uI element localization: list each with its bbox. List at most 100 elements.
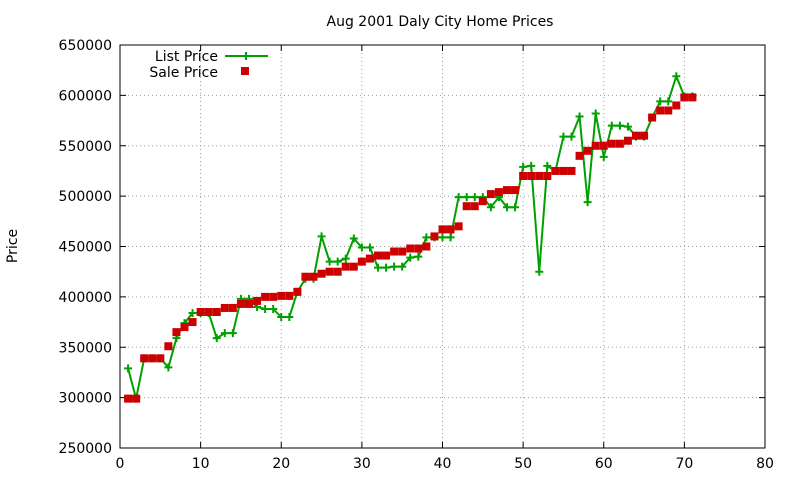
x-tick-label: 80 xyxy=(756,456,774,472)
sale-price-point xyxy=(398,247,407,256)
y-tick-label: 650000 xyxy=(59,38,112,54)
sale-price-point xyxy=(543,171,552,180)
sale-price-point xyxy=(245,299,253,308)
sale-price-point xyxy=(293,287,302,296)
sale-price-point xyxy=(615,139,624,148)
sale-price-point xyxy=(470,202,479,211)
sale-price-point xyxy=(486,190,495,199)
legend-label-sale-price: Sale Price xyxy=(149,65,218,81)
sale-price-point xyxy=(438,225,447,234)
sale-price-point xyxy=(623,136,632,145)
sale-price-point xyxy=(664,106,673,115)
list-price-point xyxy=(406,253,415,262)
list-price-point xyxy=(261,304,270,313)
list-price-point xyxy=(535,267,544,276)
sale-price-point xyxy=(253,296,262,305)
legend-label-list-price: List Price xyxy=(155,49,218,65)
sale-price-point xyxy=(672,101,681,110)
sale-price-point xyxy=(559,166,568,175)
sale-price-point xyxy=(640,131,649,140)
y-tick-label: 300000 xyxy=(59,391,112,407)
sale-price-point xyxy=(406,244,415,253)
list-price-point xyxy=(672,72,681,81)
sale-price-point xyxy=(551,166,560,175)
list-price-point xyxy=(374,263,382,272)
list-price-point xyxy=(470,193,479,202)
sale-price-point xyxy=(172,328,181,337)
list-price-point xyxy=(575,112,584,121)
list-price-point xyxy=(438,233,447,242)
legend-marker-list-price xyxy=(242,52,250,60)
list-price-point xyxy=(285,313,294,322)
x-tick-label: 40 xyxy=(434,456,452,472)
list-price-point xyxy=(341,254,350,263)
list-price-point xyxy=(511,203,520,212)
list-price-point xyxy=(414,252,423,261)
sale-price-point xyxy=(478,197,487,206)
y-tick-label: 500000 xyxy=(59,189,112,205)
list-price-point xyxy=(357,243,366,252)
sale-price-point xyxy=(519,171,528,180)
sale-price-point xyxy=(422,242,431,251)
list-price-point xyxy=(228,329,237,338)
list-price-point xyxy=(527,161,536,170)
list-price-point xyxy=(422,233,431,242)
sale-price-point xyxy=(575,151,584,160)
sale-price-point xyxy=(180,323,189,332)
sale-price-point xyxy=(277,291,286,300)
list-price-point xyxy=(591,109,600,118)
sale-price-point xyxy=(164,342,173,351)
series-layer xyxy=(124,72,697,403)
sale-price-point xyxy=(212,307,221,316)
sale-price-point xyxy=(236,299,245,308)
sale-price-point xyxy=(140,354,149,363)
sale-price-point xyxy=(349,262,358,271)
list-price-point xyxy=(519,162,528,171)
sale-price-point xyxy=(462,202,471,211)
sale-price-point xyxy=(390,247,399,256)
list-price-line xyxy=(127,73,693,399)
list-price-point xyxy=(615,121,624,130)
list-price-point xyxy=(656,97,665,106)
sale-price-point xyxy=(632,131,640,140)
sale-price-point xyxy=(591,141,600,150)
legend: List Price Sale Price xyxy=(149,49,268,81)
sale-price-point xyxy=(599,141,608,150)
sale-price-point xyxy=(228,303,237,312)
sale-price-point xyxy=(309,272,318,281)
sale-price-point xyxy=(333,267,342,276)
sale-price-point xyxy=(494,188,503,197)
sale-price-point xyxy=(648,113,657,122)
x-tick-label: 60 xyxy=(595,456,613,472)
list-price-point xyxy=(599,152,608,161)
sale-price-point xyxy=(688,93,697,102)
sale-price-point xyxy=(446,225,455,234)
x-tick-label: 10 xyxy=(192,456,210,472)
sale-price-point xyxy=(382,251,391,260)
list-price-point xyxy=(664,97,673,106)
y-tick-label: 450000 xyxy=(59,240,112,256)
list-price-point xyxy=(124,364,133,373)
list-price-point xyxy=(382,263,391,272)
y-tick-label: 400000 xyxy=(59,290,112,306)
list-price-point xyxy=(462,193,471,202)
sale-price-point xyxy=(454,222,463,231)
list-price-point xyxy=(623,122,632,131)
sale-price-point xyxy=(220,303,229,312)
sale-price-point xyxy=(511,186,520,195)
sale-price-point xyxy=(527,171,536,180)
list-price-point xyxy=(503,203,511,212)
list-price-point xyxy=(164,363,173,372)
sale-price-point xyxy=(269,292,278,301)
sale-price-point xyxy=(567,166,576,175)
sale-price-point xyxy=(325,267,334,276)
sale-price-point xyxy=(503,186,511,195)
sale-price-point xyxy=(430,232,439,241)
list-price-point xyxy=(269,304,278,313)
y-axis-label: Price xyxy=(5,229,21,263)
sale-price-point xyxy=(285,291,294,300)
y-tick-label: 350000 xyxy=(59,340,112,356)
series-list-price xyxy=(124,72,697,403)
sale-price-point xyxy=(204,307,213,316)
